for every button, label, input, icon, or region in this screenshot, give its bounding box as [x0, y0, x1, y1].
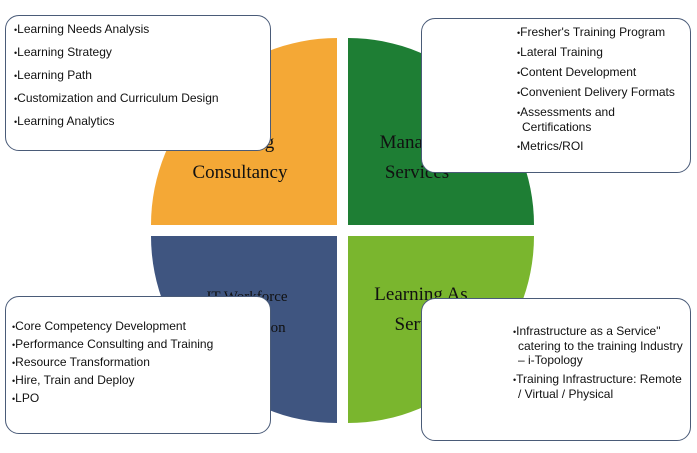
managed-services-box: Fresher's Training Program Lateral Train… — [421, 18, 691, 173]
list-item: Resource Transformation — [12, 355, 266, 370]
learning-as-service-box: Infrastructure as a Service" catering to… — [421, 298, 691, 441]
list-item: Learning Needs Analysis — [14, 22, 262, 37]
list-item: Assessments and Certifications — [517, 105, 686, 134]
learning-consultancy-box: Learning Needs Analysis Learning Strateg… — [5, 15, 271, 151]
list-item: Training Infrastructure: Remote / Virtua… — [513, 372, 686, 401]
list-item: Metrics/ROI — [517, 139, 686, 154]
list-item: Content Development — [517, 65, 686, 80]
list-item: LPO — [12, 391, 266, 406]
list-item: Core Competency Development — [12, 319, 266, 334]
list-item: Learning Strategy — [14, 45, 262, 60]
list-item: Hire, Train and Deploy — [12, 373, 266, 388]
list-item: Convenient Delivery Formats — [517, 85, 686, 100]
list-item: Learning Path — [14, 68, 262, 83]
it-workforce-box: Core Competency Development Performance … — [5, 296, 271, 434]
list-item: Fresher's Training Program — [517, 25, 686, 40]
list-item: Customization and Curriculum Design — [14, 91, 262, 106]
list-item: Lateral Training — [517, 45, 686, 60]
list-item: Infrastructure as a Service" catering to… — [513, 324, 686, 367]
learning-consultancy-title-2: Consultancy — [193, 162, 288, 183]
list-item: Performance Consulting and Training — [12, 337, 266, 352]
list-item: Learning Analytics — [14, 114, 262, 129]
it-workforce-list: Core Competency Development Performance … — [12, 319, 266, 406]
managed-services-list: Fresher's Training Program Lateral Train… — [517, 25, 686, 154]
learning-consultancy-list: Learning Needs Analysis Learning Strateg… — [14, 22, 262, 129]
learning-as-service-list: Infrastructure as a Service" catering to… — [513, 324, 686, 401]
